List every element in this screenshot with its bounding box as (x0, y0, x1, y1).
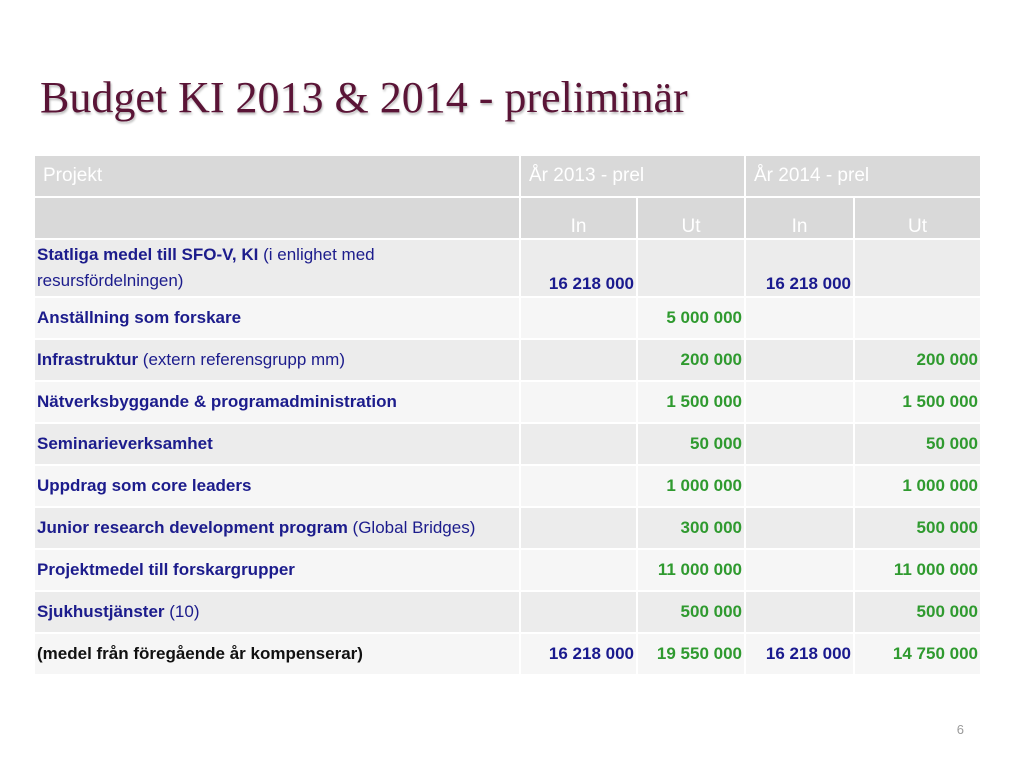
row-label: Junior research development program (Glo… (35, 507, 520, 550)
table-row: Statliga medel till SFO-V, KI (i enlighe… (35, 239, 980, 298)
header-year-2013: År 2013 - prel (519, 156, 745, 198)
table-row: Infrastruktur (extern referensgrupp mm) … (35, 339, 980, 382)
cell-ut-2013: 1 500 000 (636, 381, 745, 424)
row-label-bold: Uppdrag som core leaders (37, 476, 252, 495)
table-row: Nätverksbyggande & programadministration… (35, 381, 980, 424)
cell-in-2014 (744, 297, 854, 340)
row-label: Uppdrag som core leaders (35, 465, 520, 508)
cell-in-2013 (519, 591, 637, 634)
table-row: Junior research development program (Glo… (35, 507, 980, 550)
cell-in-2014 (744, 507, 854, 550)
page-number: 6 (956, 722, 964, 737)
cell-ut-2013: 5 000 000 (636, 297, 745, 340)
subheader-in-2014: In (744, 197, 854, 240)
row-label: Nätverksbyggande & programadministration (35, 381, 520, 424)
subheader-ut-2013: Ut (636, 197, 745, 240)
row-label: Projektmedel till forskargrupper (35, 549, 520, 592)
row-label-bold: Projektmedel till forskargrupper (37, 560, 295, 579)
cell-ut-2014: 11 000 000 (853, 549, 980, 592)
cell-in-2014: 16 218 000 (744, 239, 854, 298)
cell-ut-2014: 1 000 000 (853, 465, 980, 508)
cell-in-2014 (744, 465, 854, 508)
total-ut-2014: 14 750 000 (853, 633, 980, 676)
cell-in-2014 (744, 381, 854, 424)
cell-in-2014 (744, 423, 854, 466)
table-total-row: (medel från föregående år kompenserar) 1… (35, 633, 980, 676)
table-row: Projektmedel till forskargrupper 11 000 … (35, 549, 980, 592)
table-row: Uppdrag som core leaders 1 000 000 1 000… (35, 465, 980, 508)
cell-in-2014 (744, 549, 854, 592)
header-year-2014: År 2014 - prel (744, 156, 980, 198)
cell-ut-2013: 500 000 (636, 591, 745, 634)
cell-in-2013 (519, 423, 637, 466)
table-row: Sjukhustjänster (10) 500 000 500 000 (35, 591, 980, 634)
row-label: Anställning som forskare (35, 297, 520, 340)
cell-ut-2014 (853, 239, 980, 298)
row-label: Sjukhustjänster (10) (35, 591, 520, 634)
row-label-note: (Global Bridges) (347, 518, 476, 537)
cell-ut-2013: 50 000 (636, 423, 745, 466)
table-subheader-row: In Ut In Ut (35, 197, 980, 240)
table-header-row: Projekt År 2013 - prel År 2014 - prel (35, 156, 980, 198)
total-ut-2013: 19 550 000 (636, 633, 745, 676)
row-label-bold: Infrastruktur (37, 350, 139, 369)
cell-in-2013: 16 218 000 (519, 239, 637, 298)
row-label-bold: Nätverksbyggande & programadministration (37, 392, 397, 411)
row-label: Infrastruktur (extern referensgrupp mm) (35, 339, 520, 382)
table-row: Seminarieverksamhet 50 000 50 000 (35, 423, 980, 466)
row-label: Seminarieverksamhet (35, 423, 520, 466)
row-label-note: (extern referensgrupp mm) (138, 350, 345, 369)
cell-in-2013 (519, 549, 637, 592)
cell-in-2013 (519, 381, 637, 424)
total-label: (medel från föregående år kompenserar) (35, 633, 520, 676)
total-in-2013: 16 218 000 (519, 633, 637, 676)
cell-ut-2013: 200 000 (636, 339, 745, 382)
cell-in-2014 (744, 339, 854, 382)
cell-ut-2014: 500 000 (853, 591, 980, 634)
header-project: Projekt (35, 156, 520, 198)
cell-ut-2013: 11 000 000 (636, 549, 745, 592)
slide-title: Budget KI 2013 & 2014 - preliminär (40, 73, 688, 122)
cell-ut-2013: 300 000 (636, 507, 745, 550)
row-label-bold: Seminarieverksamhet (37, 434, 213, 453)
subheader-empty (35, 197, 520, 240)
cell-ut-2013: 1 000 000 (636, 465, 745, 508)
row-label-note: (i enlighet med resursfördelningen) (37, 245, 375, 290)
cell-ut-2014: 1 500 000 (853, 381, 980, 424)
total-in-2014: 16 218 000 (744, 633, 854, 676)
cell-in-2014 (744, 591, 854, 634)
cell-in-2013 (519, 339, 637, 382)
cell-ut-2014: 200 000 (853, 339, 980, 382)
cell-ut-2013 (636, 239, 745, 298)
row-label-bold: Sjukhustjänster (37, 602, 165, 621)
cell-in-2013 (519, 465, 637, 508)
cell-in-2013 (519, 507, 637, 550)
cell-in-2013 (519, 297, 637, 340)
cell-ut-2014 (853, 297, 980, 340)
table-row: Anställning som forskare 5 000 000 (35, 297, 980, 340)
cell-ut-2014: 50 000 (853, 423, 980, 466)
cell-ut-2014: 500 000 (853, 507, 980, 550)
row-label-bold: Statliga medel till SFO-V, KI (37, 245, 259, 264)
row-label: Statliga medel till SFO-V, KI (i enlighe… (35, 239, 520, 298)
row-label-note: (10) (164, 602, 200, 621)
budget-table: Projekt År 2013 - prel År 2014 - prel In… (35, 156, 980, 676)
row-label-bold: Anställning som forskare (37, 308, 242, 327)
subheader-in-2013: In (519, 197, 637, 240)
subheader-ut-2014: Ut (853, 197, 980, 240)
row-label-bold: Junior research development program (37, 518, 348, 537)
